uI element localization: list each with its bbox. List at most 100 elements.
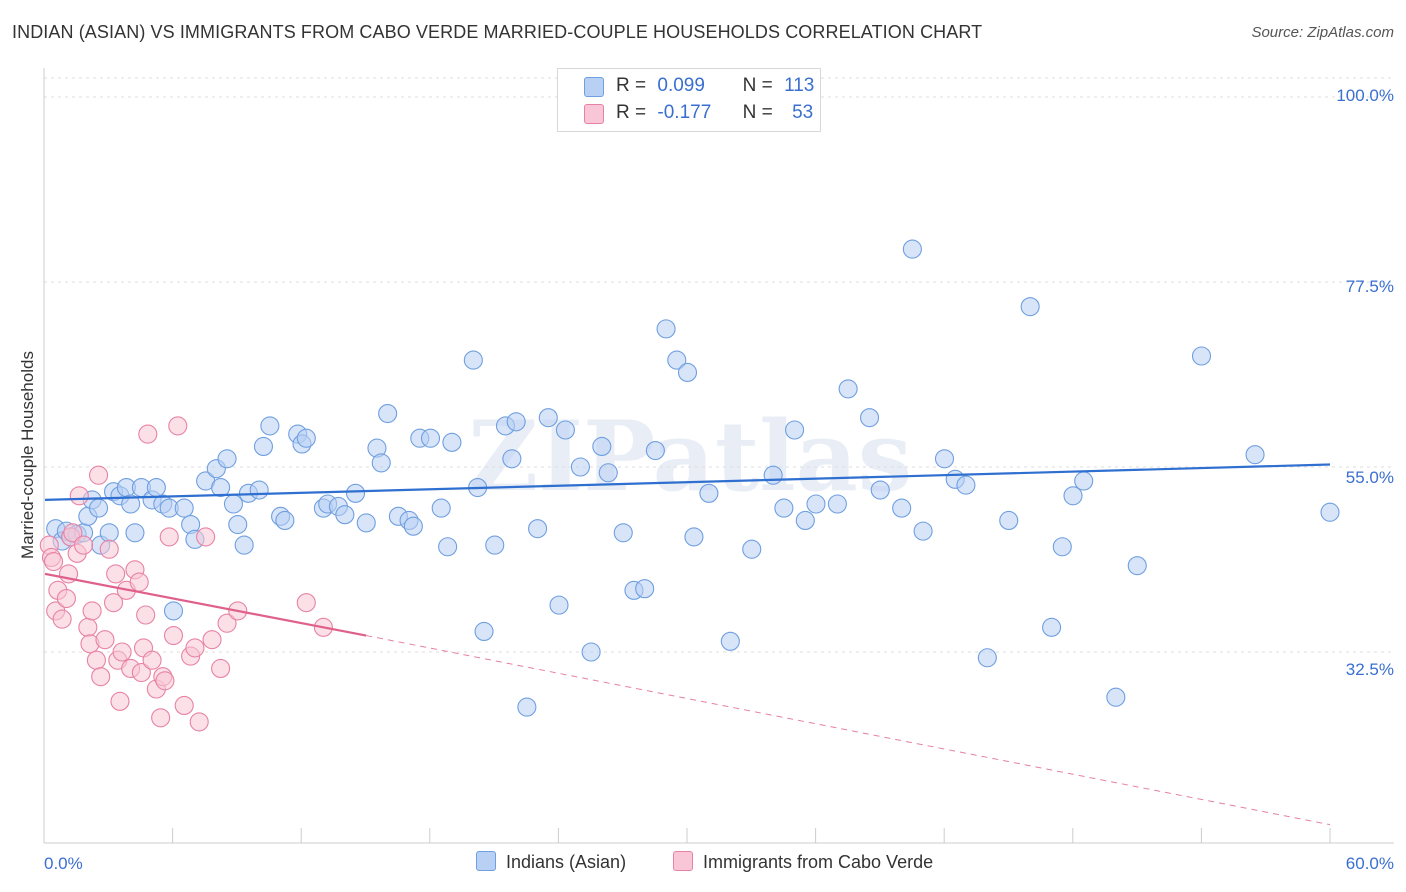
legend-n-label: N = [742,75,773,96]
point-indians [1127,556,1147,576]
point-indians [774,498,794,518]
legend-r-value: -0.177 [657,102,712,123]
point-indians [827,494,847,514]
point-indians [763,465,783,485]
point-indians [442,432,462,452]
point-indians [785,420,805,440]
point-indians [502,449,522,469]
point-cabo-verde [129,572,149,592]
point-cabo-verde [131,663,151,683]
point-indians [934,449,955,469]
point-indians [228,515,248,535]
legend-swatch-indians [584,77,604,97]
point-indians [684,527,704,547]
point-indians [174,498,194,518]
point-cabo-verde [174,695,194,715]
correlation-legend: R = 0.099 N = 113 R = -0.177 N = 53 [557,68,821,132]
point-indians [1245,445,1265,465]
point-indians [431,498,451,518]
point-indians [913,521,933,541]
point-indians [260,416,280,436]
y-tick-label-100: 100.0% [1336,86,1394,105]
watermark: ZIPatlas [468,400,912,513]
point-cabo-verde [78,617,98,637]
point-cabo-verde [88,465,109,485]
point-indians [720,631,740,651]
point-cabo-verde [69,486,89,506]
point-indians [356,513,376,533]
point-indians [677,362,698,382]
point-indians [463,350,483,370]
point-indians [742,539,762,559]
point-indians [977,648,997,668]
point-indians [838,379,858,399]
point-indians [296,428,316,448]
legend-r-label: R = [616,75,647,96]
point-indians [892,498,912,518]
y-tick-label-77-5: 77.5% [1345,277,1394,296]
point-indians [538,408,558,428]
point-cabo-verde [74,535,94,555]
trend-line-indians [44,463,1331,501]
point-cabo-verde [296,593,316,613]
point-indians [517,697,537,717]
point-indians [645,441,665,461]
point-indians [99,523,119,543]
point-indians [806,494,826,514]
point-indians [1063,486,1083,506]
point-cabo-verde [86,650,106,670]
point-indians [335,505,355,525]
point-cabo-verde [56,589,76,609]
point-indians [656,319,676,339]
point-indians [249,480,269,500]
chart-title: INDIAN (ASIAN) VS IMMIGRANTS FROM CABO V… [12,22,983,42]
point-indians [403,516,423,536]
point-cabo-verde [136,605,156,625]
point-indians [902,239,922,259]
trend-line-cabo-verde-extended [366,635,1331,826]
point-cabo-verde [99,539,119,559]
legend-n-label: N = [742,102,773,123]
point-indians [223,494,244,514]
point-indians [378,404,398,424]
point-indians [570,457,590,477]
legend-n-value: 113 [784,75,815,96]
point-cabo-verde [159,527,179,547]
point-indians [667,350,687,370]
point-cabo-verde [168,416,188,436]
point-cabo-verde [103,593,124,613]
point-indians [1320,502,1340,522]
point-indians [420,428,441,448]
point-indians [1191,346,1212,366]
legend-n-value: 53 [792,102,814,123]
point-cabo-verde [112,642,132,662]
point-cabo-verde [138,424,158,444]
point-cabo-verde [202,630,222,650]
point-indians [699,483,719,503]
point-indians [474,621,494,641]
point-indians [234,535,254,555]
point-indians [1106,687,1126,707]
point-indians [253,436,274,456]
point-indians [592,436,612,456]
point-indians [859,408,880,428]
source-label: Source: ZipAtlas.com [1251,24,1394,41]
bottom-legend-label-indians: Indians (Asian) [506,852,627,872]
point-indians [581,642,601,662]
point-cabo-verde [106,564,126,584]
x-tick-label-max: 60.0% [1345,854,1394,873]
point-indians [1020,297,1040,317]
point-indians [528,519,548,539]
trend-line-cabo-verde [44,572,367,637]
point-cabo-verde [151,708,171,728]
point-indians [121,494,141,514]
point-indians [125,523,145,543]
y-tick-label-55: 55.0% [1345,468,1394,487]
point-indians [1074,471,1094,491]
bottom-legend-swatch-cabo-verde [673,851,693,871]
point-indians [1052,537,1072,557]
point-indians [88,498,109,518]
point-indians [438,537,458,557]
point-cabo-verde [185,638,205,658]
point-indians [598,463,618,483]
